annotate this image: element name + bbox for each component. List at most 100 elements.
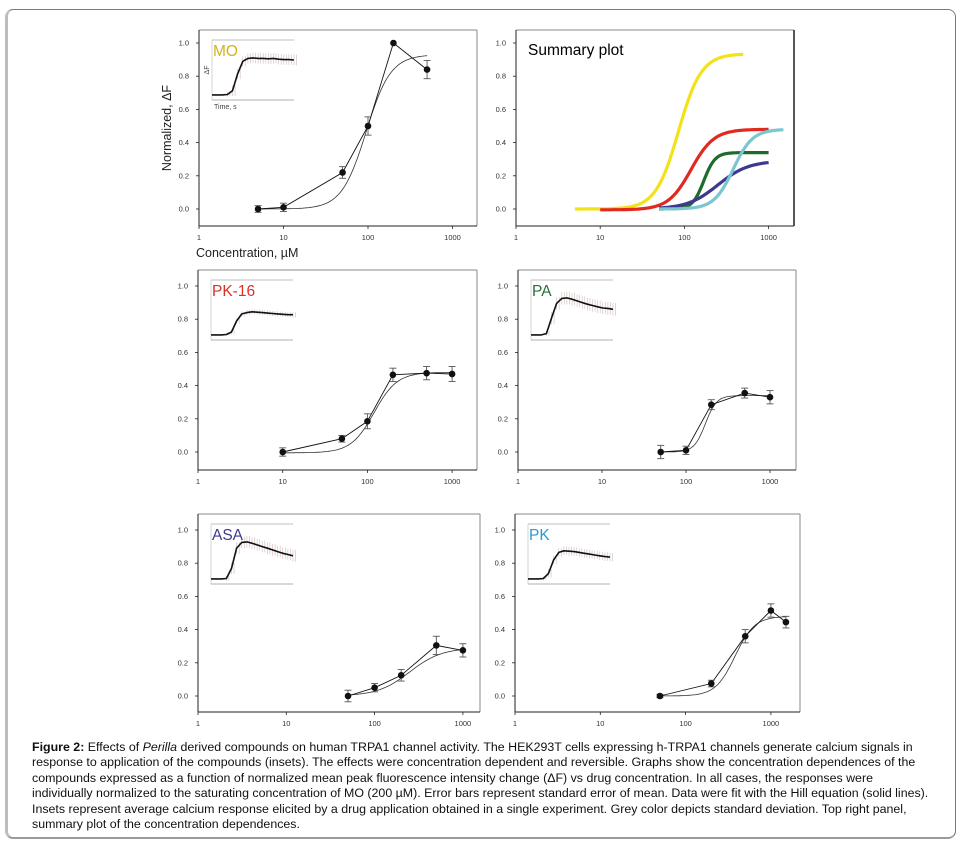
caption-text-1: Effects of bbox=[84, 740, 143, 754]
panel-pk16: 0.0 0.2 0.4 0.6 0.8 1.0 1 10 100 1000 PK-16 bbox=[178, 269, 478, 486]
y-tick-label: 0.8 bbox=[178, 315, 188, 324]
y-tick-label: 1.0 bbox=[178, 526, 188, 535]
y-axis-label: Normalized, ΔF bbox=[160, 85, 174, 172]
panel-asa: 0.0 0.2 0.4 0.6 0.8 1.0 1 10 100 1000 ASA bbox=[178, 513, 481, 728]
x-tick-label: 1000 bbox=[444, 233, 461, 242]
x-tick-label: 1 bbox=[514, 233, 518, 242]
panel-pk: 0.0 0.2 0.4 0.6 0.8 1.0 1 10 100 1000 PK bbox=[495, 513, 801, 728]
x-tick-label: 100 bbox=[680, 477, 693, 486]
inset-mean-trace bbox=[211, 541, 294, 580]
inset-mean-trace bbox=[528, 550, 611, 580]
data-point bbox=[390, 39, 397, 47]
x-tick-label: 100 bbox=[679, 719, 692, 728]
y-tick-label: 0.4 bbox=[179, 138, 189, 147]
y-tick-label: 0.2 bbox=[496, 171, 506, 180]
caption-text-2: derived compounds on human TRPA1 channel… bbox=[32, 740, 929, 832]
y-tick-label: 0.0 bbox=[178, 448, 188, 457]
x-tick-label: 1 bbox=[516, 477, 520, 486]
y-tick-label: 0.6 bbox=[495, 592, 505, 601]
data-point bbox=[397, 671, 405, 679]
y-tick-label: 0.8 bbox=[495, 559, 505, 568]
y-tick-label: 0.8 bbox=[178, 559, 188, 568]
y-tick-label: 0.6 bbox=[178, 592, 188, 601]
data-point bbox=[339, 169, 346, 176]
y-tick-label: 0.6 bbox=[498, 348, 508, 357]
y-tick-label: 0.8 bbox=[496, 72, 506, 81]
inset-y-label: ΔF bbox=[204, 66, 211, 75]
x-tick-label: 10 bbox=[596, 233, 604, 242]
y-tick-label: 0.4 bbox=[498, 381, 508, 390]
inset-x-label: Time, s bbox=[214, 104, 237, 111]
panel-title: MO bbox=[213, 43, 238, 60]
x-tick-label: 10 bbox=[279, 477, 287, 486]
y-tick-label: 0.0 bbox=[495, 692, 505, 701]
hill-fit-line bbox=[347, 649, 463, 696]
panel-title: PK-16 bbox=[212, 283, 255, 300]
inset-trace-panel bbox=[210, 279, 296, 341]
inset-trace-panel: ΔF Time, s bbox=[204, 39, 297, 111]
data-point bbox=[364, 417, 371, 425]
data-point bbox=[656, 692, 664, 700]
data-point bbox=[767, 607, 775, 614]
y-tick-label: 1.0 bbox=[179, 39, 189, 48]
inset-mean-trace bbox=[531, 297, 614, 336]
panel-title: PK bbox=[529, 527, 550, 544]
connecting-line bbox=[282, 372, 453, 453]
caption-label: Figure 2: bbox=[32, 740, 85, 754]
figure-frame bbox=[5, 9, 956, 839]
series-line-pk-16 bbox=[600, 127, 769, 212]
x-tick-label: 10 bbox=[279, 233, 287, 242]
data-point bbox=[364, 122, 372, 130]
data-point bbox=[423, 66, 431, 73]
data-point bbox=[344, 692, 352, 700]
x-tick-label: 100 bbox=[678, 233, 691, 242]
inset-trace-panel bbox=[210, 523, 296, 585]
x-tick-label: 1 bbox=[197, 233, 201, 242]
figure-panels: 0.0 0.2 0.4 0.6 0.8 1.0 1 10 100 1000 Normalized, … bbox=[160, 29, 801, 728]
y-tick-label: 0.0 bbox=[178, 692, 188, 701]
panel-mo: 0.0 0.2 0.4 0.6 0.8 1.0 1 10 100 1000 Normalized, … bbox=[160, 29, 478, 260]
hill-fit-line bbox=[659, 616, 786, 697]
connecting-line bbox=[258, 42, 428, 210]
x-tick-label: 10 bbox=[598, 477, 606, 486]
x-tick-label: 1000 bbox=[763, 719, 780, 728]
x-tick-label: 100 bbox=[362, 233, 375, 242]
data-point bbox=[707, 680, 715, 687]
y-tick-label: 1.0 bbox=[178, 282, 188, 291]
y-tick-label: 1.0 bbox=[496, 39, 506, 48]
y-tick-label: 0.2 bbox=[495, 658, 505, 667]
y-tick-label: 0.4 bbox=[495, 625, 505, 634]
data-point bbox=[338, 435, 346, 443]
y-tick-label: 0.6 bbox=[496, 105, 506, 114]
panel-title: Summary plot bbox=[528, 42, 624, 59]
x-tick-label: 1000 bbox=[444, 477, 461, 486]
y-tick-label: 0.4 bbox=[178, 381, 188, 390]
y-tick-label: 0.4 bbox=[496, 138, 506, 147]
y-tick-label: 0.8 bbox=[498, 315, 508, 324]
data-point bbox=[707, 401, 715, 408]
panel-title: PA bbox=[532, 283, 552, 300]
data-point bbox=[279, 448, 287, 456]
data-point bbox=[433, 642, 440, 649]
y-tick-label: 0.2 bbox=[179, 171, 189, 180]
x-tick-label: 1000 bbox=[762, 477, 779, 486]
data-point bbox=[254, 205, 262, 213]
y-tick-label: 0.0 bbox=[496, 205, 506, 214]
inset-trace-panel bbox=[527, 523, 613, 585]
connecting-line bbox=[660, 392, 771, 453]
data-point bbox=[371, 684, 378, 691]
y-tick-label: 0.0 bbox=[498, 448, 508, 457]
data-point bbox=[423, 369, 430, 377]
panel-pa: 0.0 0.2 0.4 0.6 0.8 1.0 1 10 100 1000 PA bbox=[498, 269, 797, 486]
connecting-line bbox=[347, 644, 463, 697]
x-axis-label: Concentration, µM bbox=[196, 246, 298, 260]
y-tick-label: 0.6 bbox=[179, 105, 189, 114]
panel-summary: 0.0 0.2 0.4 0.6 0.8 1.0 1 10 100 1000 Summary plot bbox=[496, 29, 795, 242]
y-tick-label: 0.0 bbox=[179, 205, 189, 214]
inset-mean-trace bbox=[211, 311, 293, 336]
series-line-pk bbox=[659, 128, 784, 211]
data-point bbox=[782, 618, 790, 626]
inset-trace-panel bbox=[530, 279, 616, 341]
x-tick-label: 10 bbox=[596, 719, 604, 728]
data-point bbox=[741, 389, 749, 397]
